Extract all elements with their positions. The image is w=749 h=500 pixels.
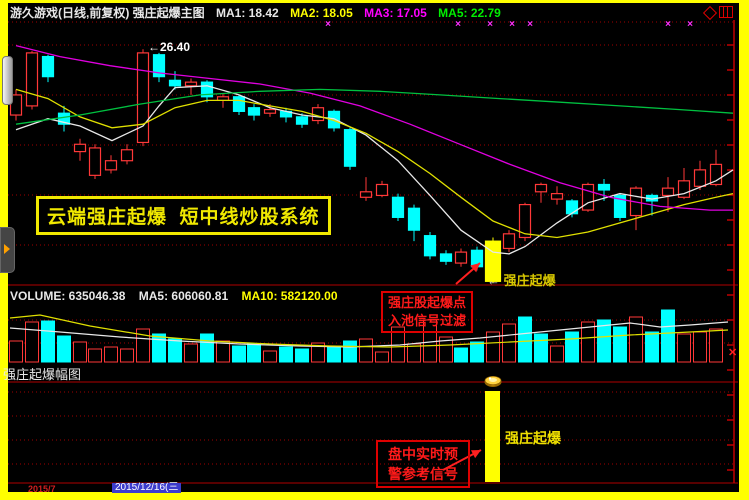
axis-date-left: 2015/7: [28, 484, 56, 494]
svg-text:×: ×: [325, 19, 331, 30]
axis-and-separators: [8, 20, 738, 484]
ma3-value: MA3: 17.05: [364, 6, 427, 20]
ma-line-MA5: [15, 88, 734, 125]
volume-bars: [9, 309, 729, 363]
chart-header: 游久游戏(日线,前复权) 强庄起爆主图 MA1: 18.42 MA2: 18.0…: [10, 4, 501, 21]
annotation-arrow: [470, 450, 481, 459]
svg-text:×: ×: [665, 19, 671, 30]
sub-signal-label: 强庄起爆: [505, 430, 561, 446]
ignition-annotation-box: 强庄股起爆点 入池信号过滤: [381, 291, 473, 333]
sub-pane-label: 强庄起爆幅图: [3, 367, 82, 382]
window-tile-icon[interactable]: [719, 6, 733, 18]
left-scrollbar-thumb[interactable]: [2, 56, 13, 105]
axis-date-highlight: 2015/12/16(三: [112, 483, 182, 493]
ma-line-MA2: [15, 88, 734, 239]
volume-header: VOLUME: 635046.38 MA5: 606060.81 MA10: 5…: [10, 289, 338, 303]
volume-VOL-MA5: [9, 321, 729, 348]
signal-marks: × × × × × × ×: [325, 19, 693, 482]
alert-annotation-box: 盘中实时预 警参考信号: [376, 440, 470, 488]
svg-text:×: ×: [687, 19, 693, 30]
ma1-value: MA1: 18.42: [216, 6, 279, 20]
svg-text:×: ×: [509, 19, 515, 30]
volume-value: VOLUME: 635046.38: [10, 289, 126, 303]
right-triangle-icon: [4, 244, 10, 254]
panel-collapse-button[interactable]: [0, 227, 15, 273]
ma2-value: MA2: 18.05: [290, 6, 353, 20]
left-arrow-icon: ←: [487, 273, 500, 288]
ma-lines: [15, 44, 734, 255]
volume-ma5-value: MA5: 606060.81: [138, 289, 229, 303]
chart-background: [8, 3, 739, 492]
volume-ma10-value: MA10: 582120.00: [241, 289, 338, 303]
candlesticks: [9, 49, 723, 284]
svg-text:×: ×: [527, 19, 533, 30]
grid-lines: [8, 21, 733, 465]
svg-text:×: ×: [487, 19, 493, 30]
volume-VOL-MA10: [9, 314, 729, 348]
ignition-signal-label: ← 强庄起爆: [487, 273, 556, 288]
ma-line-MA3: [15, 44, 733, 211]
close-icon[interactable]: ✕: [728, 347, 738, 359]
svg-text:×: ×: [455, 19, 461, 30]
annotation-arrow: [470, 263, 480, 273]
gold-ingot-icon: [484, 375, 502, 387]
stock-title: 游久游戏(日线,前复权) 强庄起爆主图: [10, 6, 205, 20]
ma5-value: MA5: 22.79: [438, 6, 501, 20]
peak-price-label: ←26.40: [148, 40, 191, 54]
system-banner: 云端强庄起爆 短中线炒股系统: [36, 196, 331, 235]
ignition-signal-bar: [485, 391, 500, 482]
